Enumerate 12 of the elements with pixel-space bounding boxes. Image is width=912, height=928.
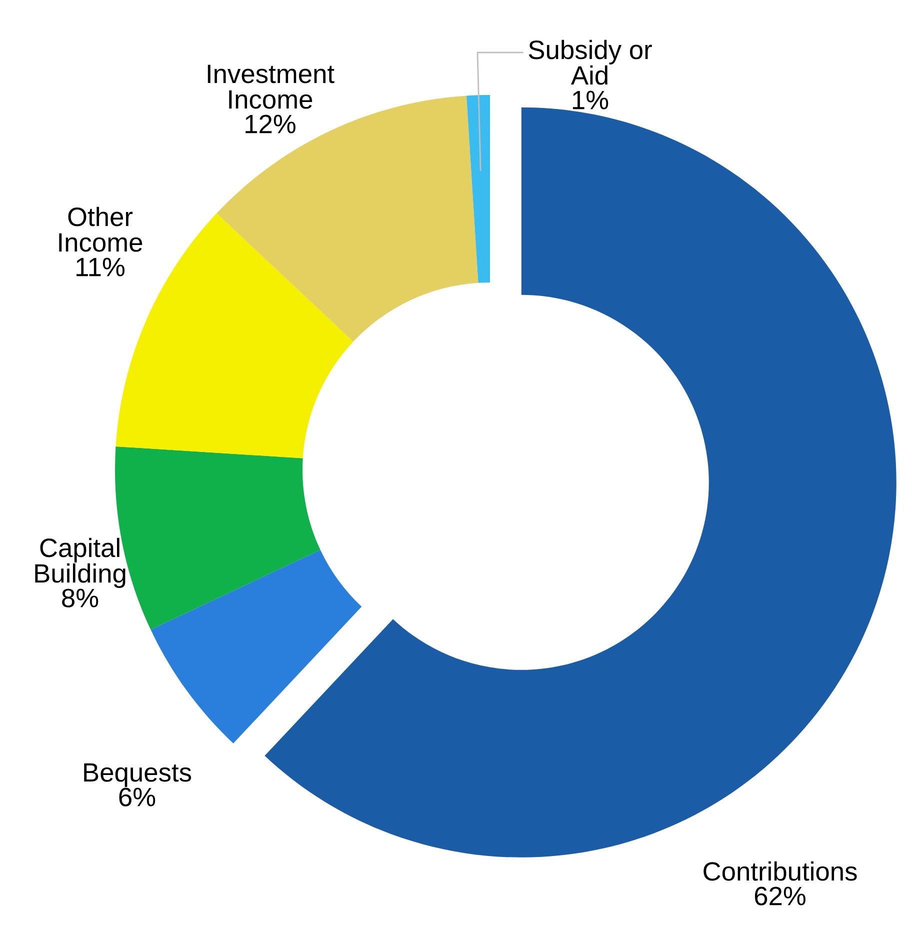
data-label: 62% bbox=[754, 886, 806, 906]
data-label: 11% bbox=[76, 258, 124, 276]
data-label: 8% bbox=[62, 588, 98, 608]
data-label: 1% bbox=[572, 90, 608, 110]
data-label: 12% bbox=[246, 114, 296, 134]
slice-label: Investment Income bbox=[208, 64, 334, 109]
slice-label: Capital Building bbox=[35, 538, 126, 588]
slice-label: Other Income bbox=[59, 206, 142, 252]
slice-label: Subsidy or Aid bbox=[528, 40, 652, 85]
slice-label: Bequests bbox=[84, 763, 192, 787]
slice-label: Contributions bbox=[704, 861, 857, 881]
data-label: 6% bbox=[119, 788, 156, 806]
